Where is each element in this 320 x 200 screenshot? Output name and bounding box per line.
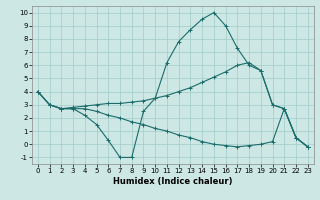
X-axis label: Humidex (Indice chaleur): Humidex (Indice chaleur) [113, 177, 233, 186]
